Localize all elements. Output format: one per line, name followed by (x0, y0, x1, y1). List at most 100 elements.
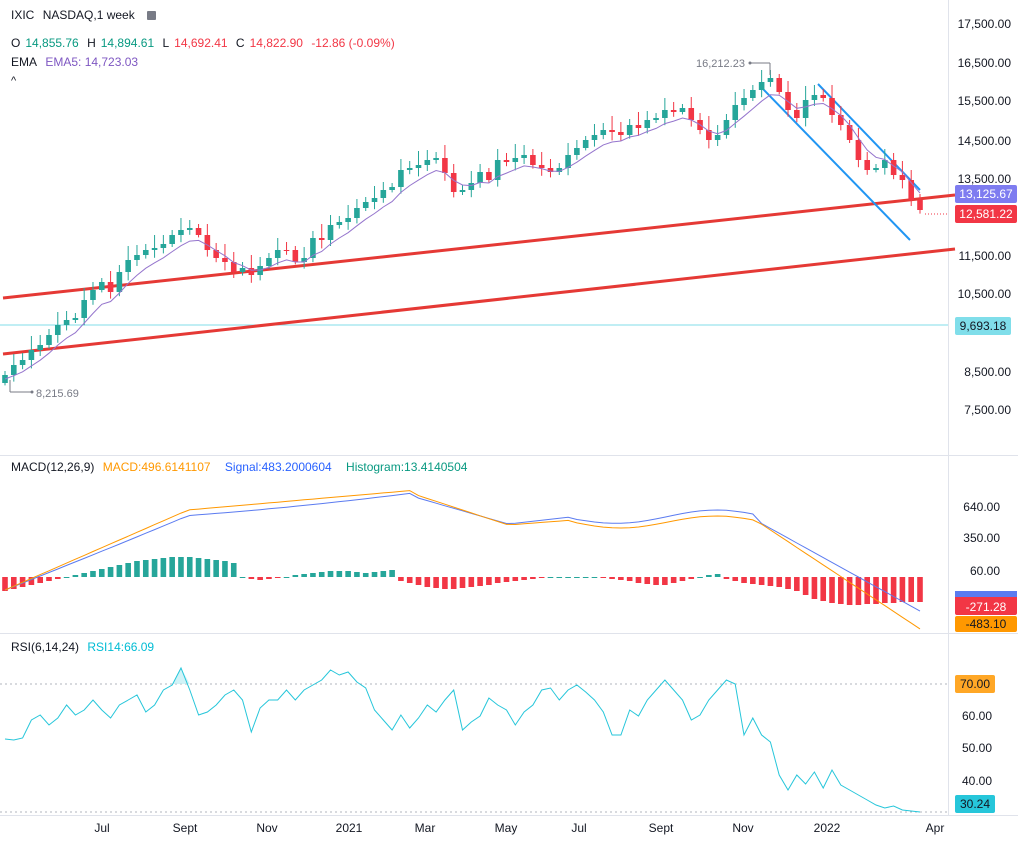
last-price-badge-text: 12,581.22 (959, 207, 1013, 221)
histogram-bar (354, 572, 360, 577)
time-label: Nov (732, 821, 753, 835)
collapse-chevron-icon[interactable]: ^ (11, 75, 17, 87)
histogram-bar (846, 577, 853, 605)
signal-line[interactable] (4, 492, 921, 612)
candle-body (186, 228, 193, 230)
last-price-badge: 12,581.22 (955, 205, 1017, 223)
candle-body (125, 260, 131, 272)
histogram-bar (574, 577, 580, 578)
histogram-bar (283, 577, 290, 578)
candle-body (10, 365, 17, 375)
candle-body (565, 155, 571, 168)
histogram-bar (10, 577, 17, 589)
rsi-line[interactable] (4, 666, 921, 813)
histogram-bar (450, 577, 457, 589)
histogram-bar (98, 569, 105, 577)
histogram-bar (292, 575, 299, 577)
histogram-bar (635, 577, 642, 583)
histogram-bar (274, 577, 281, 578)
candle-body (116, 272, 123, 292)
candle-body (582, 140, 589, 148)
histogram-bar (732, 577, 739, 581)
rsi-scale[interactable]: 60.00 50.00 40.00 (962, 709, 992, 788)
histogram-bar (811, 577, 818, 599)
candle-body (873, 168, 879, 170)
histogram-bar (785, 577, 791, 589)
histogram-bar (547, 577, 554, 578)
price-tick-label: 11,500.00 (959, 249, 1012, 263)
histogram-bar (802, 577, 809, 595)
ema-label[interactable]: EMA (11, 55, 38, 69)
candle-body (239, 268, 246, 272)
channel-lower-line[interactable] (761, 87, 911, 241)
rsi-name[interactable]: RSI(6,14,24) (11, 640, 80, 654)
candle-body (688, 108, 695, 120)
histogram-bar (644, 577, 651, 584)
time-label: 2022 (814, 821, 841, 835)
histogram-bar (442, 577, 448, 589)
histogram-bar (503, 577, 510, 582)
ohlc-legend: O 14,855.76 H 14,894.61 L 14,692.41 C 14,822… (11, 35, 400, 51)
candle-body (160, 244, 167, 248)
candle-body (230, 262, 237, 272)
time-label: Nov (256, 821, 277, 835)
histogram-bar (28, 577, 35, 585)
symbol-interval[interactable]: NASDAQ,1 week (42, 8, 135, 22)
upper-trendline[interactable] (2, 193, 956, 300)
candlestick-series[interactable] (2, 70, 923, 386)
close-value: 14,822.90 (249, 36, 303, 50)
price-tick-label: 13,500.00 (958, 172, 1012, 186)
histogram-bar (609, 577, 615, 579)
candle-body (310, 238, 316, 258)
hide-icon[interactable] (147, 11, 157, 20)
ema-legend[interactable]: EMA EMA5: 14,723.03 (11, 54, 143, 70)
histogram-bar (46, 577, 52, 581)
symbol-legend[interactable]: IXIC NASDAQ,1 week (11, 7, 161, 23)
histogram-bar (908, 577, 915, 602)
rsi-70-badge: 70.00 (955, 675, 995, 693)
histogram-bar (521, 577, 527, 580)
candle-body (547, 168, 554, 172)
histogram-bar (776, 577, 783, 587)
macd-histogram[interactable] (2, 557, 923, 605)
high-label-legend: H (87, 36, 96, 50)
price-tick-label: 14,500.00 (958, 134, 1012, 148)
histogram-bar (134, 561, 140, 577)
price-tick-label: 15,500.00 (958, 94, 1012, 108)
histogram-bar (301, 574, 307, 577)
histogram-bar (107, 567, 114, 577)
histogram-bar (670, 577, 677, 583)
macd-badge-text: -483.10 (966, 617, 1007, 631)
macd-legend[interactable]: MACD(12,26,9) MACD:496.6141107 Signal:48… (11, 459, 472, 475)
rsi-legend[interactable]: RSI(6,14,24) RSI14:66.09 (11, 639, 159, 655)
histogram-bar (512, 577, 519, 581)
ema5-line[interactable] (4, 94, 921, 380)
time-label: Sept (173, 821, 198, 835)
candle-body (54, 325, 61, 335)
macd-scale[interactable]: 640.00 350.00 60.00 (963, 500, 1000, 578)
candle-body (90, 290, 96, 300)
histogram-bar (37, 577, 43, 583)
macd-name[interactable]: MACD(12,26,9) (11, 460, 95, 474)
histogram-value: Histogram:13.4140504 (346, 460, 468, 474)
price-tick-label: 17,500.00 (958, 17, 1012, 31)
histogram-bar (318, 572, 325, 577)
time-label: Mar (415, 821, 436, 835)
price-scale[interactable]: 17,500.00 16,500.00 15,500.00 14,500.00 13,5… (958, 17, 1012, 417)
signal-badge: -271.28 (955, 591, 1017, 615)
time-scale[interactable]: Jul Sept Nov 2021 Mar May Jul Sept Nov 2022 Apr (94, 821, 944, 835)
histogram-bar (327, 571, 334, 577)
candle-body (362, 202, 369, 208)
candle-body (406, 168, 413, 170)
histogram-bar (714, 574, 721, 577)
hline-badge: 9,693.18 (955, 317, 1011, 335)
macd-line[interactable] (4, 490, 921, 630)
candle-body (574, 148, 580, 155)
symbol-name[interactable]: IXIC (11, 8, 35, 22)
candle-body (283, 250, 290, 251)
lower-trendline[interactable] (2, 247, 956, 356)
candle-body (398, 170, 404, 187)
candle-body (723, 120, 730, 135)
histogram-bar (653, 577, 659, 585)
